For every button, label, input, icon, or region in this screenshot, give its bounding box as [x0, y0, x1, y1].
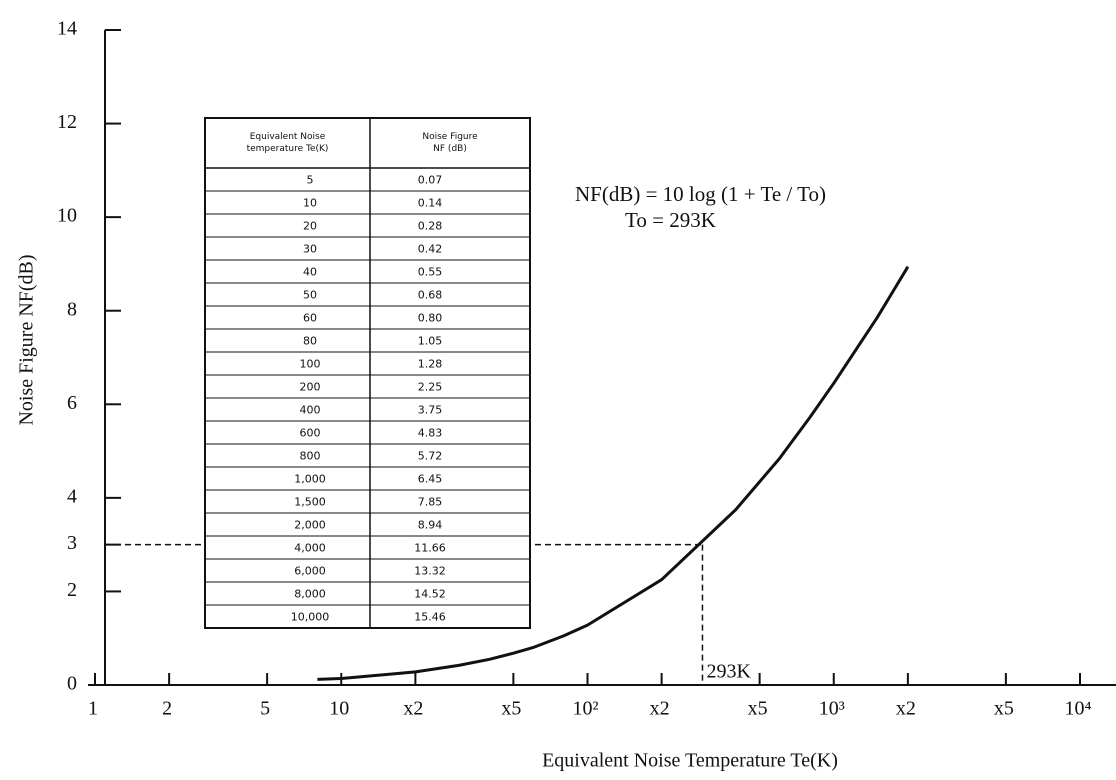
table-cell: 0.55	[418, 266, 443, 279]
x-tick-label: x2	[896, 698, 916, 720]
table-cell: 5.72	[418, 450, 443, 463]
y-tick-label: 8	[67, 298, 77, 320]
table-cell: 11.66	[414, 542, 446, 555]
table-cell: 80	[303, 335, 317, 348]
table-cell: 5	[307, 174, 314, 187]
table-cell: 100	[300, 358, 321, 371]
table-cell: 60	[303, 312, 317, 325]
table-cell: 0.07	[418, 174, 443, 187]
x-tick-label: x5	[501, 698, 521, 720]
curve	[317, 265, 910, 681]
table-cell: 30	[303, 243, 317, 256]
table-cell: 2,000	[294, 519, 326, 532]
y-tick-label: 12	[57, 111, 77, 133]
table-background	[204, 117, 531, 629]
table-cell: 15.46	[414, 611, 446, 624]
table-cell: 13.32	[414, 565, 446, 578]
y-tick-label: 0	[67, 673, 77, 695]
x-tick-label: 10²	[573, 698, 599, 720]
x-tick-label: 5	[260, 698, 270, 720]
table-cell: 20	[303, 220, 317, 233]
x-tick-label: x2	[403, 698, 423, 720]
x-tick-label: 10⁴	[1065, 698, 1092, 720]
table-cell: 6,000	[294, 565, 326, 578]
table-cell: 600	[300, 427, 321, 440]
y-tick-label: 4	[67, 485, 77, 507]
table-cell: 0.14	[418, 197, 443, 210]
x-tick-label: 1	[88, 698, 98, 720]
table-cell: 200	[300, 381, 321, 394]
table-cell: 10	[303, 197, 317, 210]
constant: To = 293K	[625, 208, 716, 232]
table-cell: 40	[303, 266, 317, 279]
table-cell: 8,000	[294, 588, 326, 601]
reference-label: 293K	[706, 661, 751, 683]
table-cell: 400	[300, 404, 321, 417]
table-cell: 14.52	[414, 588, 446, 601]
y-tick-label: 3	[67, 532, 77, 554]
table-cell: 6.45	[418, 473, 443, 486]
formula: NF(dB) = 10 log (1 + Te / To)	[575, 182, 826, 206]
x-tick-label: x2	[650, 698, 670, 720]
table-cell: 4.83	[418, 427, 443, 440]
table-cell: 1.28	[418, 358, 443, 371]
x-tick-label: 10	[329, 698, 349, 720]
x-tick-label: x5	[994, 698, 1014, 720]
table-header: Equivalent Noise temperature Te(K)	[247, 132, 329, 154]
table-cell: 4,000	[294, 542, 326, 555]
table-cell: 2.25	[418, 381, 443, 394]
table-cell: 0.80	[418, 312, 443, 325]
table-cell: 10,000	[291, 611, 330, 624]
table-cell: 0.28	[418, 220, 443, 233]
table-cell: 3.75	[418, 404, 443, 417]
table-cell: 1,500	[294, 496, 326, 509]
y-tick-label: 14	[57, 18, 77, 40]
table-cell: 8.94	[418, 519, 443, 532]
table-cell: 1,000	[294, 473, 326, 486]
table-cell: 800	[300, 450, 321, 463]
y-axis-label: Noise Figure NF(dB)	[16, 254, 38, 425]
y-tick-label: 2	[67, 579, 77, 601]
table-cell: 7.85	[418, 496, 443, 509]
table-cell: 0.42	[418, 243, 443, 256]
y-tick-label: 6	[67, 392, 77, 414]
x-tick-label: 10³	[819, 698, 845, 720]
y-tick-label: 10	[57, 205, 77, 227]
table-cell: 1.05	[418, 335, 443, 348]
table-header: Noise Figure NF (dB)	[422, 132, 478, 154]
table-cell: 0.68	[418, 289, 443, 302]
table-cell: 50	[303, 289, 317, 302]
x-tick-label: x5	[748, 698, 768, 720]
x-axis-label: Equivalent Noise Temperature Te(K)	[542, 750, 838, 772]
x-tick-label: 2	[162, 698, 172, 720]
